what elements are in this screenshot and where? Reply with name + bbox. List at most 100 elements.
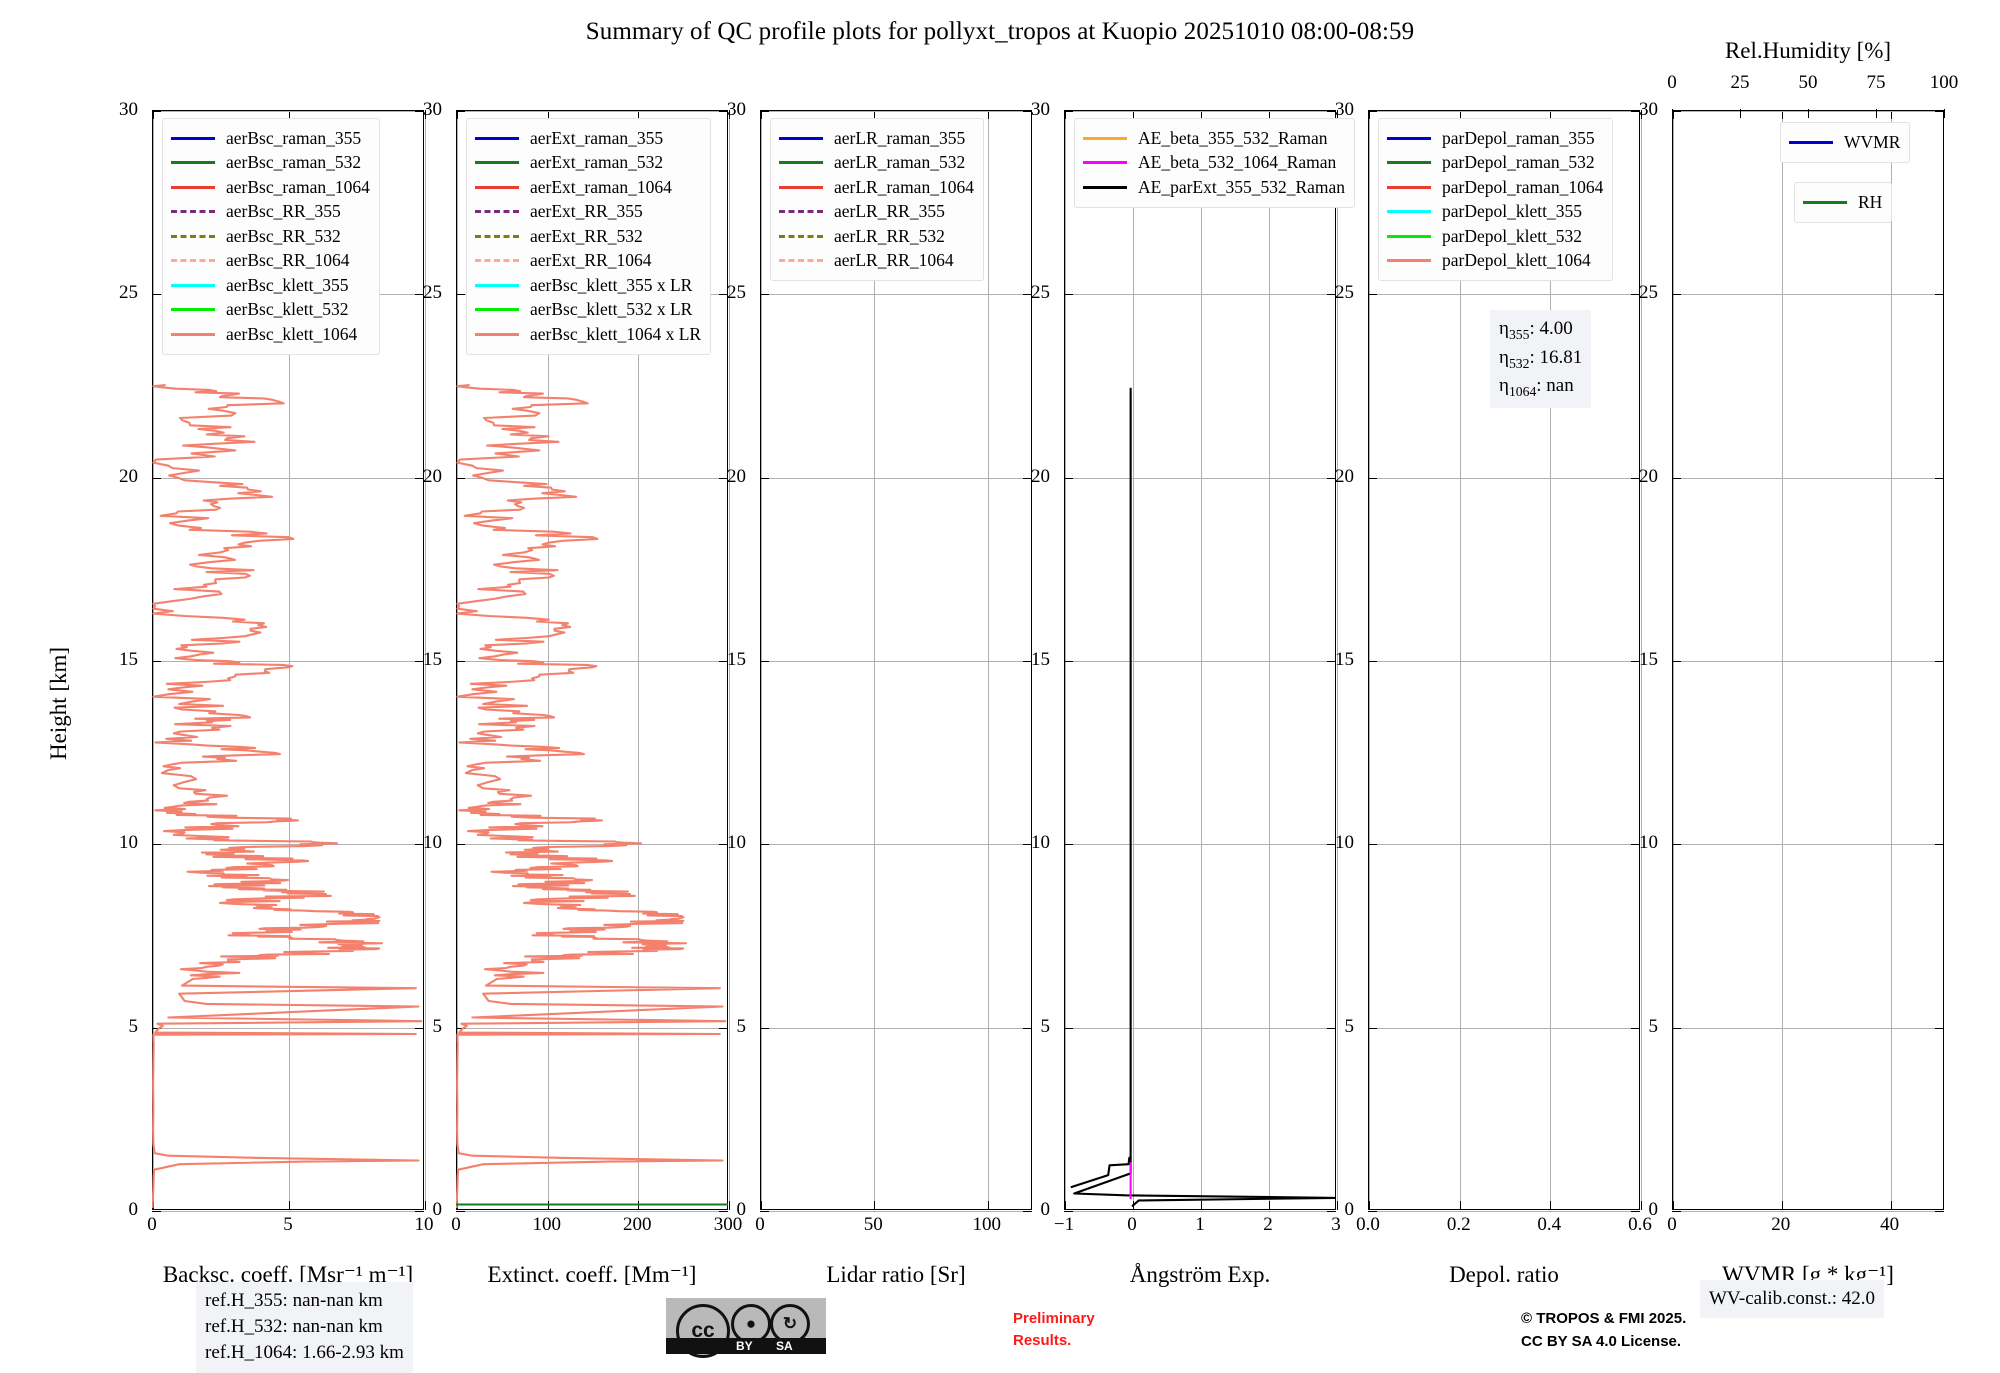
x-tick-label: 0.2: [1446, 1214, 1471, 1235]
y-tick: [1023, 1027, 1032, 1029]
legend-label: aerBsc_klett_355 x LR: [530, 274, 693, 295]
legend-item: aerBsc_raman_355: [171, 126, 370, 151]
y-tick: [1935, 844, 1944, 846]
grid-line-horizontal: [1369, 661, 1639, 662]
y-tick: [1064, 111, 1073, 112]
x-tick: [874, 1201, 876, 1210]
legend-wvmr: WVMR: [1780, 122, 1911, 163]
y-tick-label: 5: [1344, 1015, 1355, 1037]
x-tick: [1781, 1201, 1783, 1210]
legend-label: aerLR_raman_1064: [834, 176, 974, 197]
y-tick: [1631, 661, 1640, 662]
axes-frame: [1064, 110, 1338, 1212]
axes-frame: [1368, 110, 1642, 1212]
x-tick-label: 0: [755, 1214, 765, 1235]
y-tick: [1672, 111, 1681, 112]
y-tick: [1935, 1027, 1944, 1029]
y-tick-label: 0: [432, 1199, 443, 1220]
x-tick: [987, 110, 989, 119]
y-tick: [1672, 477, 1681, 479]
y-tick-label: 25: [727, 282, 746, 304]
y-tick: [152, 477, 161, 479]
y-tick-label: 5: [432, 1015, 443, 1037]
grid-line-horizontal: [457, 1211, 727, 1212]
y-tick: [760, 661, 769, 662]
grid-line-horizontal: [153, 844, 423, 846]
x-tick: [638, 110, 640, 119]
legend-label: aerBsc_raman_1064: [226, 176, 370, 197]
y-tick-label: 15: [423, 649, 442, 670]
legend-label: aerLR_raman_532: [834, 152, 966, 172]
legend-item: parDepol_raman_532: [1387, 151, 1603, 176]
legend-item: aerExt_raman_1064: [475, 175, 701, 200]
grid-line-horizontal: [1673, 1027, 1943, 1029]
cc-sa-label: SA: [776, 1339, 793, 1353]
legend-item: WVMR: [1789, 130, 1900, 155]
legend-item: RH: [1803, 190, 1882, 215]
grid-line-horizontal: [457, 844, 727, 846]
y-tick: [1672, 661, 1681, 662]
x-tick: [1673, 110, 1674, 119]
y-tick: [1935, 111, 1944, 112]
grid-line-vertical: [1890, 111, 1892, 1209]
cc-sa-share-icon: ↻: [770, 1304, 810, 1344]
top-x-tick-label: 75: [1866, 72, 1886, 93]
legend-item: AE_beta_532_1064_Raman: [1083, 151, 1345, 176]
x-tick: [425, 1201, 426, 1210]
y-tick: [1631, 294, 1640, 296]
y-tick: [1672, 1211, 1681, 1212]
legend-label: aerLR_RR_355: [834, 201, 945, 221]
y-tick: [1327, 1027, 1336, 1029]
y-tick-label: 0: [1648, 1199, 1659, 1220]
y-tick-label: 20: [1335, 465, 1354, 487]
grid-line-vertical: [1269, 111, 1270, 1209]
y-tick: [1631, 111, 1640, 112]
y-tick-label: 15: [727, 649, 746, 670]
y-tick: [456, 111, 465, 112]
grid-line-horizontal: [1369, 111, 1639, 112]
legend-label: aerBsc_RR_1064: [226, 250, 350, 270]
x-axis-label-angstrom: Ångström Exp.: [1129, 1262, 1271, 1287]
y-tick-label: 20: [727, 465, 746, 487]
y-tick: [456, 844, 465, 846]
legend-backsc: aerBsc_raman_355 aerBsc_raman_532 aerBsc…: [162, 118, 380, 355]
y-tick: [1327, 294, 1336, 296]
y-tick: [456, 294, 465, 296]
legend-item: parDepol_klett_1064: [1387, 249, 1603, 274]
y-tick-label: 10: [727, 832, 746, 854]
y-tick-label: 25: [423, 282, 442, 304]
grid-line-horizontal: [153, 1027, 423, 1029]
top-axis-label: Rel.Humidity [%]: [1724, 38, 1892, 63]
y-tick: [456, 477, 465, 479]
y-tick: [152, 661, 161, 662]
y-tick: [1672, 1027, 1681, 1029]
legend-item: parDepol_klett_532: [1387, 224, 1603, 249]
y-tick-label: 20: [1031, 465, 1050, 487]
x-tick: [1337, 110, 1338, 119]
grid-line-horizontal: [1673, 1211, 1943, 1212]
legend-label: parDepol_raman_355: [1442, 127, 1595, 148]
x-tick: [1890, 110, 1892, 119]
legend-label: parDepol_klett_532: [1442, 225, 1582, 246]
grid-line-horizontal: [1065, 477, 1335, 479]
legend-item: aerLR_raman_532: [779, 151, 974, 176]
x-tick: [1269, 110, 1270, 119]
y-tick-label: 5: [128, 1015, 139, 1037]
y-tick-label: 30: [1335, 99, 1354, 120]
grid-line-vertical: [1369, 111, 1370, 1209]
y-tick: [719, 1211, 728, 1212]
y-tick: [415, 1027, 424, 1029]
grid-line-horizontal: [1673, 844, 1943, 846]
y-tick: [1631, 1211, 1640, 1212]
legend-item: aerBsc_klett_532 x LR: [475, 298, 701, 323]
y-tick-label: 15: [1639, 649, 1658, 670]
x-tick: [987, 1201, 989, 1210]
grid-line-vertical: [987, 111, 989, 1209]
y-tick-label: 10: [1639, 832, 1658, 854]
x-tick: [761, 1201, 762, 1210]
x-tick: [457, 1201, 458, 1210]
y-tick-label: 0: [128, 1199, 139, 1220]
x-tick: [729, 1201, 730, 1210]
grid-line-vertical: [1065, 111, 1066, 1209]
x-axis-label-extinct: Extinct. coeff. [Mm⁻¹]: [487, 1262, 697, 1287]
